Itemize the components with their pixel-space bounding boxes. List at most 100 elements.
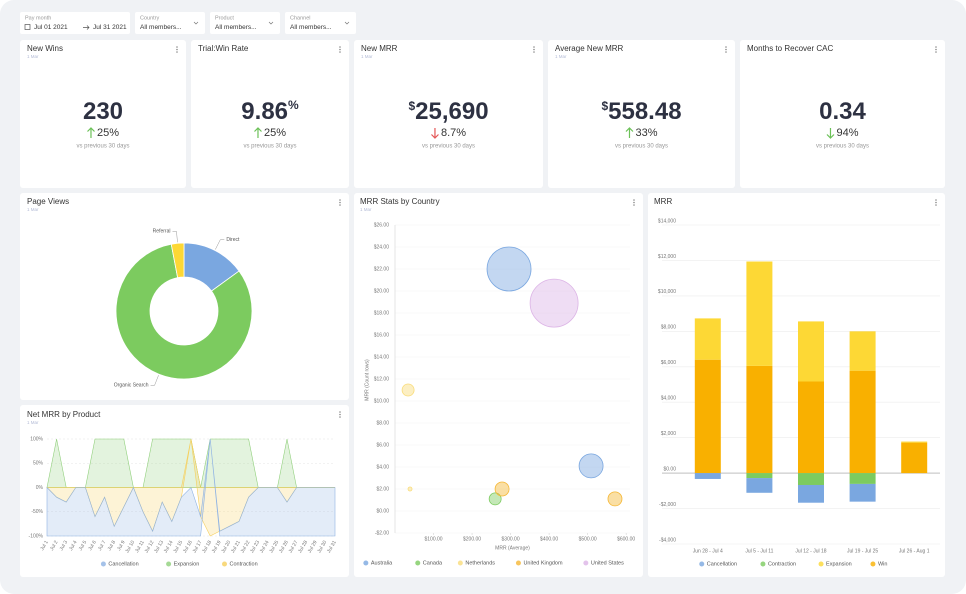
bar-segment: [746, 261, 773, 366]
card: [548, 40, 735, 188]
filter-value: All members...: [215, 24, 257, 31]
card: [20, 40, 186, 188]
kpi-value-group: $558.48: [601, 98, 681, 125]
filter-box[interactable]: [285, 12, 356, 34]
y-axis-label: MRR (Count rows): [364, 359, 370, 401]
legend-label: Netherlands: [465, 560, 495, 566]
card: [354, 193, 643, 577]
menu-dot[interactable]: [533, 46, 535, 48]
menu-dot[interactable]: [725, 48, 727, 51]
x-tick-label: Jul 9: [116, 539, 127, 551]
y-tick-label: $8.00: [376, 420, 389, 426]
legend-swatch: [363, 560, 369, 566]
y-tick-label: -$2,000: [659, 502, 676, 508]
chart-subtitle: 1 Mar: [27, 420, 39, 425]
pie-slice: [170, 242, 185, 279]
x-tick-label: Jul 3: [59, 539, 70, 551]
legend-label: Expansion: [174, 561, 200, 567]
menu-dot[interactable]: [339, 201, 341, 204]
y-tick-label: $4,000: [661, 396, 677, 402]
card: [648, 193, 945, 577]
bar-segment: [694, 359, 721, 474]
card: [191, 40, 349, 188]
y-tick-label: $14,000: [658, 218, 676, 224]
menu-dot[interactable]: [339, 199, 341, 201]
menu-dot[interactable]: [935, 204, 937, 206]
kpi-value-group: $25,690: [408, 98, 488, 125]
area: [46, 438, 336, 537]
legend-swatch: [760, 561, 766, 567]
chart-title: Net MRR by Product: [27, 410, 101, 419]
menu-dot[interactable]: [176, 46, 178, 48]
x-tick-label: Jul 23: [249, 539, 261, 554]
kpi-value: 230: [83, 98, 123, 125]
legend-swatch: [870, 561, 876, 567]
y-tick-label: $12.00: [374, 376, 390, 382]
menu-dot[interactable]: [533, 51, 535, 53]
card: [20, 193, 349, 400]
menu-dot[interactable]: [339, 48, 341, 51]
menu-dot[interactable]: [533, 48, 535, 51]
menu-dot[interactable]: [339, 51, 341, 53]
kpi-value: 0.34: [819, 98, 866, 125]
menu-dot[interactable]: [339, 46, 341, 48]
menu-dot[interactable]: [633, 199, 635, 201]
x-tick-label: Jul 24: [259, 539, 271, 554]
bubble: [529, 278, 579, 328]
menu-dot[interactable]: [935, 201, 937, 204]
x-tick-label: Jul 18: [201, 539, 213, 554]
filter-value: All members...: [140, 24, 182, 31]
x-tick-label: Jul 21: [230, 539, 242, 554]
menu-dot[interactable]: [339, 204, 341, 206]
kpi-change: 25%: [97, 127, 119, 139]
kpi-value: 558.48: [608, 98, 681, 125]
y-tick-label: $20.00: [374, 288, 390, 294]
menu-dot[interactable]: [176, 51, 178, 53]
legend-swatch: [415, 560, 421, 566]
x-tick-label: Jul 16: [182, 539, 194, 554]
kpi-title: New Wins: [27, 44, 63, 53]
chart-title: Page Views: [27, 197, 69, 206]
menu-dot[interactable]: [725, 51, 727, 53]
menu-dot[interactable]: [725, 46, 727, 48]
kpi-title: Trial:Win Rate: [198, 44, 249, 53]
y-tick-label: 0%: [36, 485, 44, 491]
y-tick-label: $22.00: [374, 266, 390, 272]
card: [20, 405, 349, 577]
menu-dot[interactable]: [339, 413, 341, 416]
menu-dot[interactable]: [935, 51, 937, 53]
kpi-change: 33%: [635, 127, 657, 139]
arrow-icon: [83, 25, 90, 30]
filter-box[interactable]: [20, 12, 130, 34]
menu-dot[interactable]: [339, 411, 341, 413]
menu-dot[interactable]: [935, 48, 937, 51]
menu-dot[interactable]: [339, 416, 341, 418]
filter-label: Product: [215, 15, 234, 21]
bar-segment: [746, 478, 773, 493]
legend-label: Contraction: [230, 561, 258, 567]
bar-segment: [798, 484, 824, 503]
legend-swatch: [100, 561, 106, 567]
kpi-value-group: 9.86%: [241, 98, 299, 125]
menu-dot[interactable]: [176, 48, 178, 51]
menu-dot[interactable]: [935, 46, 937, 48]
y-tick-label: 50%: [33, 461, 44, 467]
menu-dot[interactable]: [633, 201, 635, 204]
x-tick-label: Jul 22: [240, 539, 252, 554]
y-tick-label: -100%: [29, 533, 44, 539]
y-tick-label: $6.00: [376, 442, 389, 448]
kpi-arrow: [431, 128, 439, 139]
filter-box[interactable]: [210, 12, 280, 34]
x-tick-label: Jul 25: [268, 539, 280, 554]
filter-label: Pay month: [25, 15, 51, 21]
y-tick-label: -50%: [31, 509, 43, 515]
x-tick-label: $100.00: [424, 536, 442, 542]
filter-value-end: Jul 31 2021: [93, 24, 127, 31]
bar-segment: [694, 318, 721, 360]
legend-swatch: [457, 560, 463, 566]
y-tick-label: $18.00: [374, 310, 390, 316]
filter-box[interactable]: [135, 12, 205, 34]
menu-dot[interactable]: [935, 199, 937, 201]
menu-dot[interactable]: [633, 204, 635, 206]
